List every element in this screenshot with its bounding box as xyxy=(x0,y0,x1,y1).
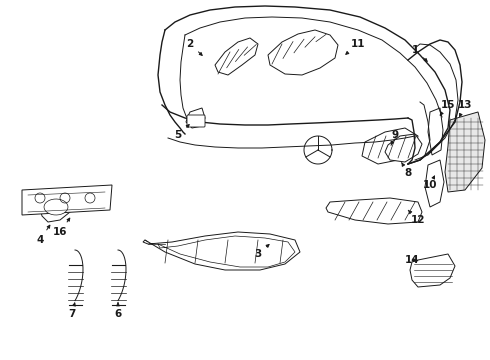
Text: 14: 14 xyxy=(405,255,419,265)
Text: 5: 5 xyxy=(174,125,189,140)
Text: 9: 9 xyxy=(391,130,398,145)
Text: 1: 1 xyxy=(412,45,427,61)
Text: 11: 11 xyxy=(346,39,365,54)
Polygon shape xyxy=(215,38,258,75)
Text: 3: 3 xyxy=(254,244,269,259)
Polygon shape xyxy=(428,108,443,155)
Polygon shape xyxy=(326,198,422,224)
Text: 8: 8 xyxy=(402,163,412,178)
Polygon shape xyxy=(445,112,485,192)
Polygon shape xyxy=(186,108,205,128)
Polygon shape xyxy=(410,254,455,287)
Text: 6: 6 xyxy=(114,303,122,319)
FancyBboxPatch shape xyxy=(187,115,205,127)
Text: 16: 16 xyxy=(53,218,70,237)
Text: 2: 2 xyxy=(186,39,202,55)
Polygon shape xyxy=(44,199,68,215)
Text: 15: 15 xyxy=(440,100,455,115)
Text: 12: 12 xyxy=(408,210,425,225)
Polygon shape xyxy=(268,30,338,75)
Polygon shape xyxy=(143,232,300,270)
Polygon shape xyxy=(362,128,418,164)
Polygon shape xyxy=(40,192,72,222)
Text: 4: 4 xyxy=(36,225,50,245)
Text: 13: 13 xyxy=(458,100,472,117)
Polygon shape xyxy=(385,134,422,162)
Text: 7: 7 xyxy=(68,303,75,319)
Polygon shape xyxy=(22,185,112,215)
Polygon shape xyxy=(425,160,444,207)
Text: 10: 10 xyxy=(423,176,437,190)
